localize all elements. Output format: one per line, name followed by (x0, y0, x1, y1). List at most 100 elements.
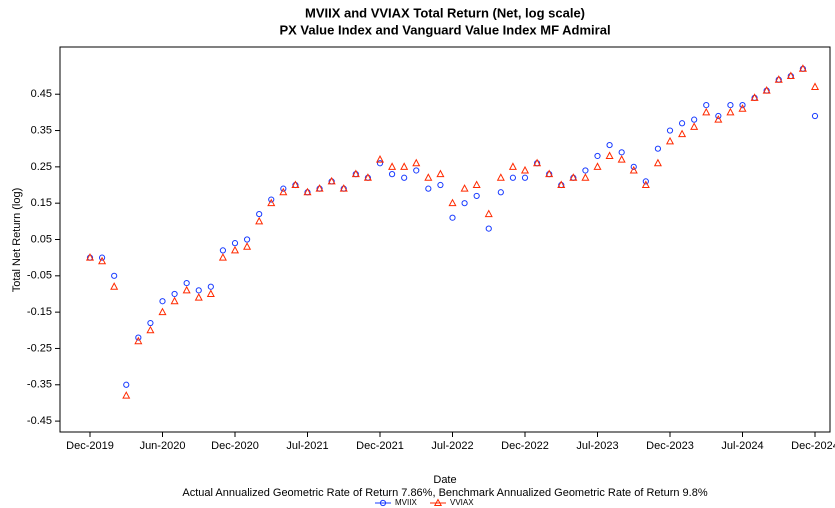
y-tick-label: -0.05 (27, 270, 52, 282)
point (714, 115, 723, 123)
point (123, 381, 130, 388)
point (726, 107, 735, 116)
point (412, 158, 421, 167)
point (256, 210, 263, 218)
point (508, 162, 517, 170)
point (219, 247, 227, 254)
point (461, 200, 468, 207)
point (569, 173, 578, 181)
legend-label: VVIAX (450, 498, 474, 507)
point (400, 162, 409, 170)
point (811, 112, 819, 120)
point (642, 178, 649, 185)
point (134, 336, 143, 345)
y-tick-label: -0.25 (27, 342, 52, 354)
point (738, 104, 747, 112)
point (509, 174, 517, 181)
point (798, 64, 807, 72)
point (666, 127, 674, 134)
x-tick-label: Dec-2023 (646, 440, 694, 452)
point (206, 289, 215, 297)
x-tick-label: Jul-2021 (286, 440, 328, 452)
point (327, 176, 336, 185)
point (111, 272, 118, 279)
y-tick-label: 0.25 (31, 161, 52, 173)
point (255, 216, 264, 225)
point (303, 187, 312, 196)
point (557, 180, 566, 189)
point (413, 167, 420, 174)
point (703, 102, 710, 109)
point (171, 290, 178, 298)
point (533, 158, 542, 167)
point (159, 298, 166, 305)
point (195, 287, 202, 294)
point (351, 169, 360, 178)
point (280, 185, 287, 192)
point (425, 185, 432, 192)
point (762, 86, 771, 94)
point (363, 173, 372, 181)
x-tick-label: Jul-2024 (721, 440, 763, 452)
y-tick-label: 0.35 (31, 124, 52, 136)
x-tick-label: Jun-2020 (140, 440, 186, 452)
y-tick-label: -0.15 (27, 306, 52, 318)
point (291, 180, 300, 189)
point (98, 254, 106, 261)
point (520, 165, 530, 174)
point (182, 285, 191, 294)
point (485, 225, 492, 232)
point (691, 116, 698, 123)
point (605, 151, 614, 159)
point (641, 180, 650, 189)
plot-frame (59, 46, 831, 433)
point (618, 149, 625, 156)
y-tick-label: -0.45 (27, 415, 52, 427)
point (218, 253, 227, 261)
point (678, 129, 687, 138)
point (629, 165, 638, 174)
point (606, 141, 613, 149)
legend-marker (379, 499, 387, 507)
point (582, 167, 589, 174)
x-tick-label: Dec-2019 (66, 440, 114, 452)
point (339, 184, 348, 192)
point (654, 145, 662, 152)
point (496, 173, 505, 181)
point (545, 169, 554, 178)
point (424, 173, 433, 181)
point (727, 102, 734, 109)
point (690, 122, 699, 130)
point (774, 75, 783, 83)
x-tick-label: Dec-2021 (356, 440, 404, 452)
point (715, 112, 722, 120)
point (702, 107, 711, 116)
point (207, 283, 214, 290)
point (98, 256, 107, 265)
y-axis-label: Total Net Return (log) (11, 188, 23, 293)
point (460, 184, 469, 192)
x-tick-label: Dec-2024 (791, 440, 835, 452)
point (135, 334, 142, 341)
chart-subtitle: PX Value Index and Vanguard Value Index … (279, 22, 610, 37)
point (436, 169, 445, 178)
point (315, 184, 324, 192)
point (375, 155, 385, 163)
x-tick-label: Jul-2023 (576, 440, 618, 452)
point (268, 196, 275, 203)
point (594, 152, 601, 160)
point (497, 189, 504, 196)
point (158, 307, 167, 316)
point (243, 236, 251, 243)
point (521, 174, 529, 181)
point (230, 245, 240, 254)
point (146, 325, 155, 334)
point (147, 319, 154, 327)
legend-label: MVIIX (395, 498, 417, 507)
point (472, 180, 481, 189)
point (170, 296, 179, 305)
point (665, 136, 675, 145)
point (267, 198, 276, 207)
point (231, 240, 239, 247)
x-axis-label: Date (433, 474, 456, 486)
